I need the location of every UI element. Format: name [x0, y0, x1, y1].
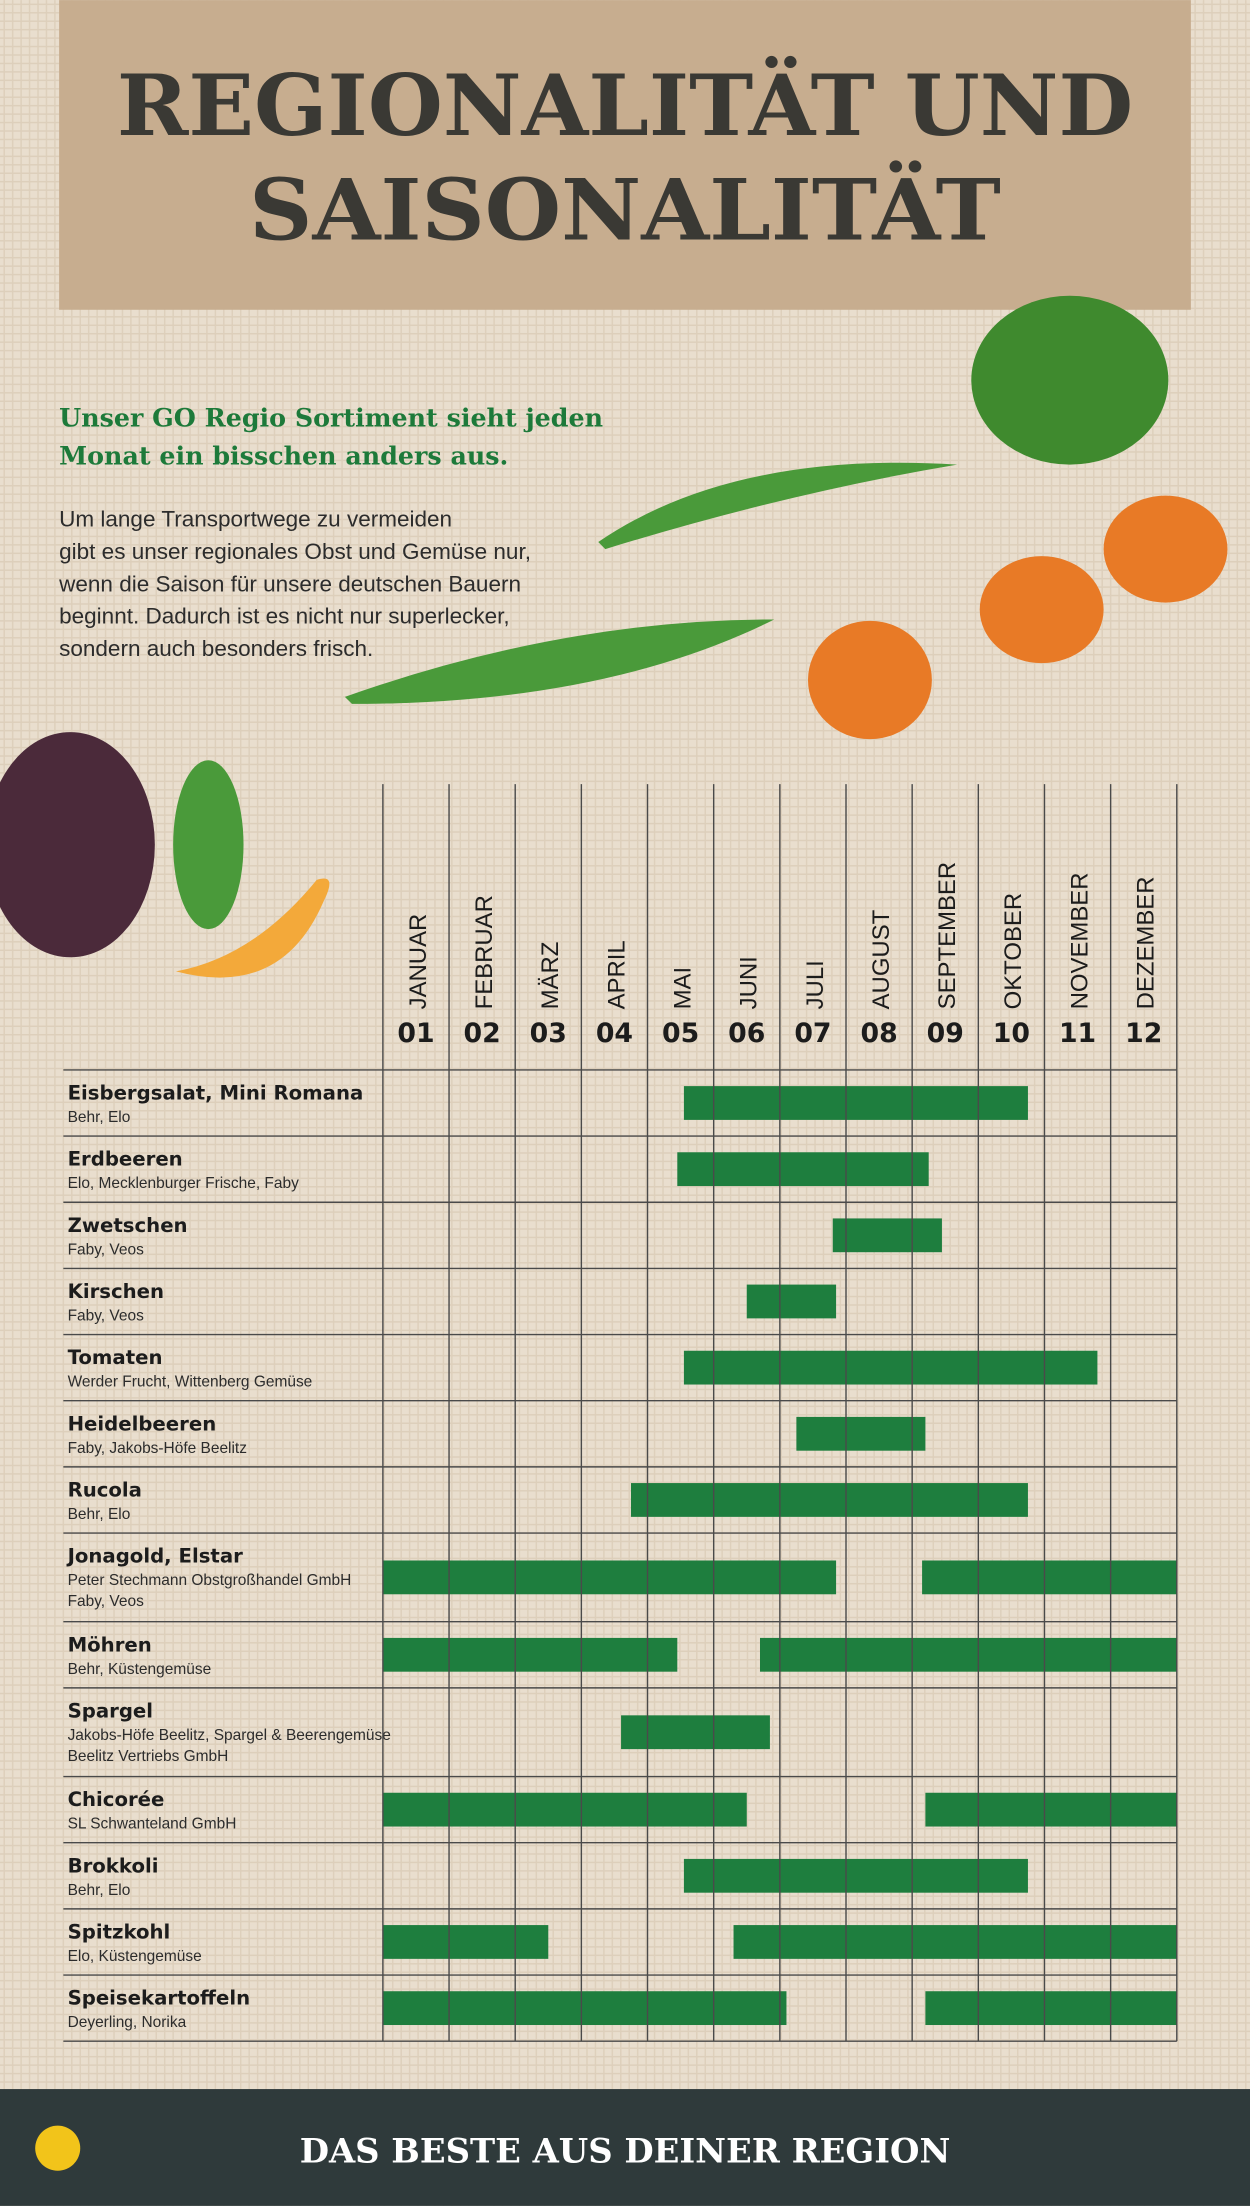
footer-slogan: DAS BESTE AUS DEINER REGION: [300, 2130, 951, 2170]
supplier: Werder Frucht, Wittenberg Gemüse: [68, 1374, 313, 1391]
month-name: SEPTEMBER: [934, 862, 961, 1010]
body-line: sondern auch besonders frisch.: [59, 636, 373, 661]
product-name: Spargel: [68, 1699, 153, 1722]
logo: [35, 2125, 81, 2171]
supplier: Behr, Elo: [68, 1109, 131, 1126]
product-name: Heidelbeeren: [68, 1412, 217, 1435]
headline: Monat ein bisschen anders aus.: [59, 441, 508, 471]
month-number: 08: [860, 1018, 897, 1049]
season-bar: [382, 1792, 747, 1827]
season-bar: [683, 1086, 1028, 1120]
season-bar: [733, 1925, 1177, 1959]
body-text: Um lange Transportwege zu vermeiden gibt…: [58, 507, 531, 662]
supplier: Jakobs-Höfe Beelitz, Spargel & Beerengem…: [68, 1727, 391, 1744]
headline: Unser GO Regio Sortiment sieht jeden: [59, 403, 603, 433]
product-name: Chicorée: [68, 1788, 165, 1811]
product-name: Eisbergsalat, Mini Romana: [68, 1081, 364, 1104]
season-bar: [382, 1637, 678, 1672]
season-bar: [832, 1218, 942, 1253]
month-name: APRIL: [603, 940, 630, 1009]
body-line: beginnt. Dadurch ist es nicht nur superl…: [59, 604, 510, 629]
product-name: Jonagold, Elstar: [66, 1545, 244, 1568]
month-name: MÄRZ: [537, 942, 564, 1010]
product-name: Rucola: [68, 1478, 142, 1501]
month-name: FEBRUAR: [471, 895, 498, 1009]
month-name: JUNI: [736, 956, 763, 1009]
calendar: Eisbergsalat, Mini Romana Behr, Elo Erdbee…: [63, 784, 1178, 2042]
month-number: 12: [1125, 1018, 1162, 1049]
month-name: OKTOBER: [1000, 893, 1027, 1010]
month-number: 07: [794, 1018, 831, 1049]
month-number: 05: [662, 1018, 699, 1049]
body-line: wenn die Saison für unsere deutschen Bau…: [58, 571, 521, 596]
body-line: gibt es unser regionales Obst und Gemüse…: [59, 539, 531, 564]
product-name: Brokkoli: [68, 1854, 159, 1877]
product-name: Speisekartoffeln: [68, 1987, 251, 2010]
supplier: Faby, Veos: [68, 1307, 145, 1324]
month-number: 02: [464, 1018, 501, 1049]
month-number: 10: [993, 1018, 1030, 1049]
month-name: DEZEMBER: [1133, 876, 1160, 1009]
month-name: AUGUST: [868, 909, 895, 1009]
month-number: 04: [596, 1018, 633, 1049]
supplier: Deyerling, Norika: [68, 2014, 187, 2031]
month-number: 11: [1059, 1018, 1096, 1049]
supplier: Behr, Elo: [68, 1506, 131, 1523]
body-line: Um lange Transportwege zu vermeiden: [59, 507, 452, 532]
season-bar: [796, 1416, 926, 1451]
season-bar: [677, 1152, 929, 1187]
season-bar: [382, 1560, 837, 1595]
product-name: Zwetschen: [68, 1214, 188, 1237]
supplier: Faby, Veos: [68, 1593, 145, 1610]
season-bar: [630, 1483, 1028, 1517]
product-name: Spitzkohl: [68, 1920, 171, 1943]
season-bar: [621, 1715, 770, 1750]
product-name: Kirschen: [68, 1280, 165, 1303]
month-number: 09: [927, 1018, 964, 1049]
month-number: 01: [397, 1018, 434, 1049]
month-name: NOVEMBER: [1066, 872, 1093, 1009]
supplier: Elo, Küstengemüse: [68, 1948, 202, 1965]
decoration: [0, 295, 1228, 978]
month-name: MAI: [669, 967, 696, 1010]
season-bar: [683, 1350, 1098, 1385]
supplier: Beelitz Vertriebs GmbH: [68, 1748, 229, 1765]
supplier: SL Schwanteland GmbH: [68, 1816, 237, 1833]
season-bar: [683, 1858, 1028, 1893]
season-bar: [922, 1560, 1177, 1595]
season-bar: [925, 1792, 1177, 1827]
supplier: Elo, Mecklenburger Frische, Faby: [68, 1175, 300, 1192]
season-bar: [382, 1925, 549, 1959]
season-bar: [925, 1991, 1177, 2026]
title-line: REGIONALITÄT UND: [117, 55, 1133, 155]
month-name: JULI: [802, 960, 829, 1009]
month-number: 06: [728, 1018, 765, 1049]
product-name: Erdbeeren: [68, 1148, 183, 1171]
supplier: Peter Stechmann Obstgroßhandel GmbH: [68, 1572, 352, 1589]
product-name: Tomaten: [68, 1346, 163, 1369]
footer-band: [0, 2089, 1250, 2206]
season-bar: [746, 1284, 837, 1319]
product-name: Möhren: [68, 1633, 152, 1656]
supplier: Behr, Küstengemüse: [68, 1661, 212, 1678]
season-bar: [759, 1637, 1177, 1672]
season-bar: [382, 1991, 787, 2026]
title-line: SAISONALITÄT: [249, 159, 1001, 259]
supplier: Behr, Elo: [68, 1882, 131, 1899]
month-number: 03: [530, 1018, 567, 1049]
supplier: Faby, Veos: [68, 1241, 145, 1258]
month-name: JANUAR: [405, 914, 432, 1010]
supplier: Faby, Jakobs-Höfe Beelitz: [68, 1440, 247, 1457]
title-banner: [59, 0, 1191, 310]
